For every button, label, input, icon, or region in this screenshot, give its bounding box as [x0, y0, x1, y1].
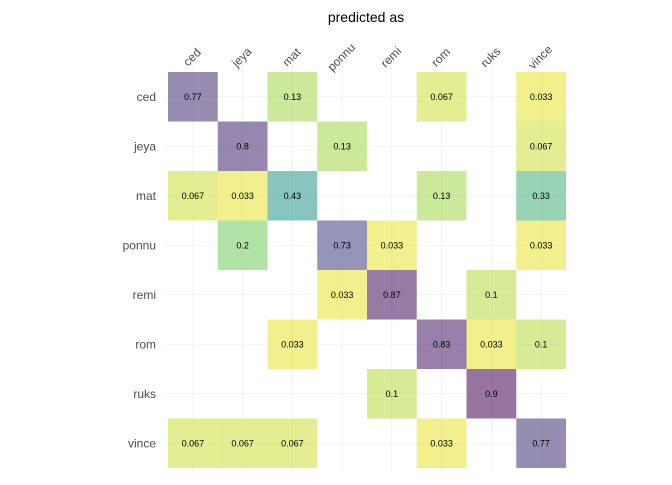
- cell-value-label: 0.9: [485, 389, 498, 399]
- cell-value-label: 0.1: [386, 389, 399, 399]
- y-tick-label: ponnu: [123, 238, 156, 252]
- cell-value-label: 0.2: [236, 240, 249, 250]
- heatmap-cell: [416, 418, 467, 468]
- cell-value-label: 0.033: [430, 438, 453, 448]
- heatmap-cell: [516, 121, 566, 171]
- y-tick-label: mat: [136, 189, 157, 203]
- y-tick-label: ruks: [133, 387, 156, 401]
- heatmap-cell: [267, 72, 318, 122]
- heatmap-cell: [317, 270, 367, 320]
- heatmap-cell: [416, 72, 467, 122]
- y-tick-label: remi: [133, 288, 156, 302]
- cell-value-label: 0.33: [532, 191, 550, 201]
- cell-value-label: 0.73: [333, 240, 351, 250]
- heatmap-cell: [317, 220, 367, 270]
- heatmap-cells: [168, 72, 566, 468]
- cell-value-label: 0.13: [284, 92, 302, 102]
- heatmap-cell: [168, 72, 218, 122]
- heatmap-cell: [217, 418, 268, 468]
- heatmap-cell: [317, 121, 367, 171]
- cell-value-label: 0.033: [381, 240, 404, 250]
- heatmap-cell: [516, 220, 566, 270]
- y-tick-label: jeya: [133, 139, 156, 153]
- cell-value-label: 0.067: [182, 438, 205, 448]
- cell-value-label: 0.067: [530, 141, 553, 151]
- cell-value-label: 0.87: [383, 290, 401, 300]
- heatmap-cell: [168, 418, 218, 468]
- cell-value-label: 0.83: [433, 339, 451, 349]
- cell-value-label: 0.033: [530, 92, 553, 102]
- heatmap-cell: [367, 369, 417, 419]
- cell-value-label: 0.1: [535, 339, 548, 349]
- heatmap-cell: [168, 171, 218, 221]
- heatmap-cell: [267, 319, 318, 369]
- heatmap-cell: [367, 220, 417, 270]
- heatmap-cell: [416, 319, 467, 369]
- heatmap-cell: [267, 418, 318, 468]
- cell-value-label: 0.8: [236, 141, 249, 151]
- cell-value-label: 0.067: [281, 438, 304, 448]
- heatmap-cell: [466, 369, 517, 419]
- heatmap-cell: [267, 171, 318, 221]
- cell-value-label: 0.77: [532, 438, 550, 448]
- heatmap-cell: [516, 418, 566, 468]
- cell-value-label: 0.033: [281, 339, 304, 349]
- heatmap-cell: [466, 270, 517, 320]
- cell-value-label: 0.13: [433, 191, 451, 201]
- cell-labels: 0.77 0.13 0.067 0.033 0.8 0.13 0.067 0.067 0.033…: [182, 92, 553, 449]
- heatmap-cell: [217, 220, 268, 270]
- y-tick-label: vince: [128, 436, 156, 450]
- cell-value-label: 0.033: [231, 191, 254, 201]
- heatmap-cell: [217, 121, 268, 171]
- cell-value-label: 0.43: [284, 191, 302, 201]
- heatmap-cell: [516, 171, 566, 221]
- cell-value-label: 0.067: [182, 191, 205, 201]
- heatmap-cell: [516, 72, 566, 122]
- chart-title: predicted as: [328, 9, 404, 25]
- cell-value-label: 0.067: [430, 92, 453, 102]
- heatmap-cell: [416, 171, 467, 221]
- cell-value-label: 0.067: [231, 438, 254, 448]
- y-tick-label: rom: [135, 337, 156, 351]
- y-tick-label: ced: [137, 90, 156, 104]
- cell-value-label: 0.033: [331, 290, 354, 300]
- cell-value-label: 0.033: [530, 240, 553, 250]
- cell-value-label: 0.77: [184, 92, 202, 102]
- y-axis: ced jeya mat ponnu remi rom ruks vince: [123, 90, 157, 451]
- heatmap-cell: [516, 319, 566, 369]
- heatmap-cell: [466, 319, 517, 369]
- cell-value-label: 0.1: [485, 290, 498, 300]
- heatmap-cell: [217, 171, 268, 221]
- cell-value-label: 0.13: [333, 141, 351, 151]
- heatmap-cell: [367, 270, 417, 320]
- cell-value-label: 0.033: [480, 339, 503, 349]
